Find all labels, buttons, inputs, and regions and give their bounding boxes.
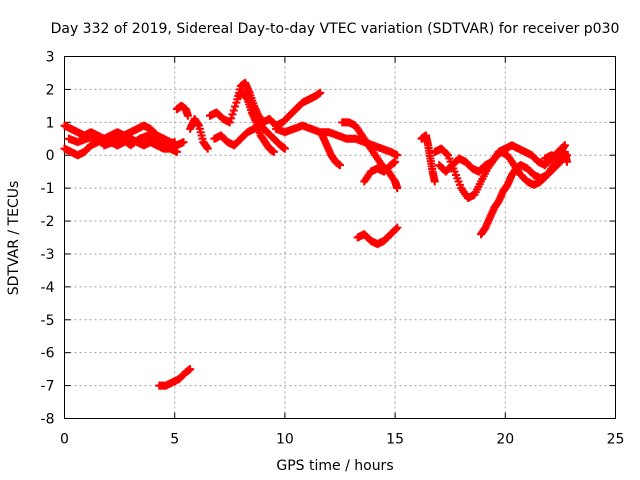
data-point xyxy=(393,151,402,160)
grid xyxy=(64,56,616,419)
series-seg-n xyxy=(435,141,569,176)
y-tick-label: -6 xyxy=(41,346,55,362)
y-tick-label: -1 xyxy=(41,181,55,197)
plot-frame xyxy=(64,56,616,419)
data-point xyxy=(183,111,192,120)
series-seg-d-upper xyxy=(205,78,281,130)
series-seg-b xyxy=(172,101,192,120)
data-point xyxy=(269,147,278,156)
data-point xyxy=(203,144,212,153)
data-point xyxy=(186,365,195,374)
y-tick-label: 2 xyxy=(46,82,55,98)
data-point xyxy=(179,138,188,147)
data-point xyxy=(391,224,400,233)
data-point xyxy=(229,106,238,115)
data-points xyxy=(60,78,572,390)
data-point xyxy=(393,223,402,232)
series-seg-d-mid xyxy=(234,88,278,156)
series-seg-p xyxy=(540,147,572,166)
y-tick-label: 3 xyxy=(46,50,55,66)
data-point xyxy=(228,110,237,119)
series-seg-f xyxy=(272,121,402,160)
y-tick-label: -7 xyxy=(41,379,55,395)
series-seg-k xyxy=(155,365,195,390)
series-seg-j xyxy=(353,223,402,249)
y-axis-title: SDTVAR / TECUs xyxy=(6,181,22,296)
data-point xyxy=(227,114,236,123)
y-tick-label: -5 xyxy=(41,313,55,329)
data-point xyxy=(393,184,402,193)
chart-title: Day 332 of 2019, Sidereal Day-to-day VTE… xyxy=(51,21,620,37)
data-point xyxy=(231,102,240,111)
series-seg-i xyxy=(360,157,400,186)
x-tick-label: 15 xyxy=(386,432,404,448)
data-point xyxy=(336,161,344,170)
x-tick-label: 20 xyxy=(496,432,514,448)
y-tick-label: -3 xyxy=(41,247,55,263)
axis-ticks xyxy=(64,56,616,419)
series-seg-l xyxy=(417,131,439,186)
data-point xyxy=(442,149,451,158)
y-tick-label: -2 xyxy=(41,214,55,230)
series-seg-g xyxy=(318,131,344,170)
x-tick-label: 5 xyxy=(170,432,179,448)
x-tick-label: 10 xyxy=(276,432,294,448)
x-tick-labels: 0 5 10 15 20 25 xyxy=(60,432,624,448)
data-point xyxy=(170,138,179,147)
x-axis-title: GPS time / hours xyxy=(276,458,393,474)
series-seg-c xyxy=(186,115,212,153)
series-seg-a-mid xyxy=(64,131,179,150)
x-tick-label: 25 xyxy=(607,432,625,448)
y-tick-label: 0 xyxy=(46,148,55,164)
data-point xyxy=(430,177,439,186)
x-tick-label: 0 xyxy=(60,432,69,448)
data-point xyxy=(563,157,572,166)
data-point xyxy=(280,144,289,153)
data-point xyxy=(316,88,325,97)
data-point xyxy=(225,118,234,127)
y-tick-label: -8 xyxy=(41,412,55,428)
y-tick-label: 1 xyxy=(46,115,55,131)
data-point xyxy=(391,157,400,166)
y-tick-labels: 3 2 1 0 -1 -2 -3 -4 -5 -6 -7 -8 xyxy=(41,50,55,428)
y-tick-label: -4 xyxy=(41,280,55,296)
data-point xyxy=(172,147,181,156)
